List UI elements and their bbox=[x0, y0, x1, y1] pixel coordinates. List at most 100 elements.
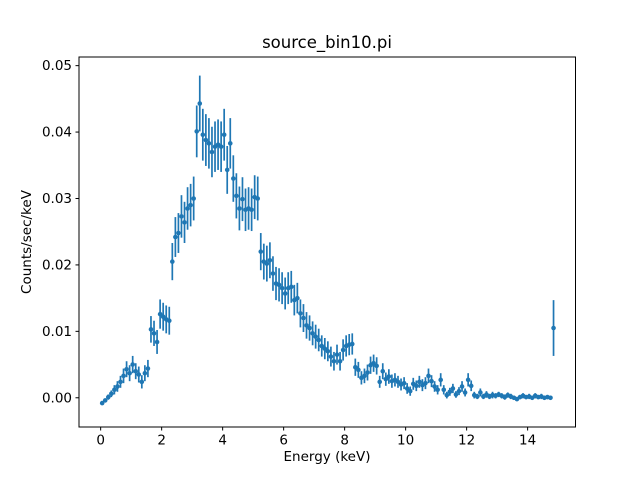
data-point-marker bbox=[307, 325, 312, 331]
data-point-marker bbox=[478, 390, 483, 395]
data-point-marker bbox=[386, 374, 392, 379]
data-point-marker bbox=[270, 271, 276, 276]
plot-area bbox=[79, 57, 576, 427]
data-point-marker bbox=[221, 132, 227, 138]
data-point-marker bbox=[426, 373, 431, 379]
data-point-marker bbox=[191, 196, 196, 201]
data-point-marker bbox=[313, 334, 318, 339]
data-point-marker bbox=[465, 377, 471, 383]
data-point-marker bbox=[121, 373, 126, 379]
data-point-marker bbox=[401, 380, 407, 386]
data-point-marker bbox=[407, 388, 413, 394]
data-point-marker bbox=[166, 318, 172, 324]
data-point-marker bbox=[224, 167, 230, 173]
data-point-marker bbox=[258, 249, 264, 254]
data-point-marker bbox=[102, 398, 108, 403]
data-point-marker bbox=[417, 379, 422, 385]
data-point-marker bbox=[197, 101, 203, 106]
data-point-marker bbox=[264, 261, 270, 266]
data-point-marker bbox=[234, 193, 239, 199]
data-point-marker bbox=[249, 207, 254, 213]
data-point-marker bbox=[130, 362, 135, 367]
chart-title: source_bin10.pi bbox=[262, 33, 392, 53]
y-axis-label: Counts/sec/keV bbox=[19, 189, 35, 294]
data-point-marker bbox=[188, 202, 193, 208]
x-tick-label: 10 bbox=[397, 433, 414, 449]
data-point-marker bbox=[447, 389, 453, 395]
data-point-marker bbox=[227, 141, 233, 146]
data-point-marker bbox=[170, 259, 175, 264]
y-tick-label: 0.02 bbox=[42, 257, 72, 273]
data-point-marker bbox=[231, 176, 236, 181]
data-point-marker bbox=[298, 311, 303, 316]
data-point-marker bbox=[331, 358, 337, 364]
data-point-marker bbox=[377, 379, 383, 385]
data-point-marker bbox=[356, 367, 361, 373]
data-point-marker bbox=[456, 388, 462, 394]
data-point-marker bbox=[276, 282, 282, 288]
data-point-marker bbox=[468, 383, 474, 389]
data-point-marker bbox=[160, 314, 166, 320]
data-point-marker bbox=[459, 384, 465, 389]
data-point-marker bbox=[444, 392, 450, 398]
data-point-marker bbox=[432, 384, 437, 389]
x-axis-label: Energy (keV) bbox=[284, 449, 371, 465]
data-point-marker bbox=[209, 149, 215, 155]
data-point-marker bbox=[316, 337, 322, 343]
data-point-marker bbox=[337, 358, 343, 364]
data-point-marker bbox=[548, 395, 553, 401]
data-point-marker bbox=[139, 379, 145, 385]
data-point-marker bbox=[173, 234, 178, 240]
data-point-marker bbox=[154, 339, 160, 345]
data-point-marker bbox=[475, 394, 480, 399]
data-point-marker bbox=[462, 390, 468, 395]
data-point-marker bbox=[404, 386, 410, 391]
y-tick-label: 0.05 bbox=[42, 58, 72, 74]
data-point-marker bbox=[441, 387, 447, 393]
x-tick-label: 6 bbox=[279, 433, 288, 449]
axis-ticks: 0 2 4 6 8 10 12 14 0.00 0.01 0.02 0.03 0.04 0.05 bbox=[42, 58, 536, 448]
x-tick-label: 0 bbox=[96, 433, 105, 449]
x-tick-label: 12 bbox=[458, 433, 475, 449]
data-point-marker bbox=[288, 284, 294, 290]
data-point-marker bbox=[127, 370, 132, 376]
x-tick-label: 8 bbox=[340, 433, 349, 449]
data-point-marker bbox=[115, 384, 120, 389]
data-point-marker bbox=[349, 341, 355, 347]
data-point-marker bbox=[136, 372, 142, 377]
data-point-marker bbox=[395, 379, 401, 385]
data-point-marker bbox=[176, 230, 181, 236]
data-point-marker bbox=[151, 331, 157, 336]
y-tick-label: 0.01 bbox=[42, 324, 72, 340]
data-point-marker bbox=[453, 392, 459, 397]
data-point-marker bbox=[148, 327, 154, 332]
data-point-marker bbox=[340, 347, 346, 353]
data-point-marker bbox=[282, 291, 288, 296]
x-tick-label: 14 bbox=[519, 433, 536, 449]
data-point-marker bbox=[203, 137, 209, 143]
data-point-marker bbox=[240, 196, 245, 202]
data-point-marker bbox=[182, 220, 187, 225]
data-point-marker bbox=[365, 370, 370, 375]
data-point-marker bbox=[109, 391, 114, 397]
data-point-marker bbox=[414, 383, 419, 389]
data-point-marker bbox=[551, 325, 556, 331]
x-tick-label: 4 bbox=[218, 433, 227, 449]
y-tick-label: 0.04 bbox=[42, 125, 72, 141]
data-point-marker bbox=[295, 295, 300, 301]
data-point-marker bbox=[423, 380, 428, 386]
data-point-marker bbox=[194, 129, 200, 134]
data-point-marker bbox=[301, 315, 306, 321]
data-point-marker bbox=[99, 400, 105, 406]
data-point-marker bbox=[157, 311, 163, 317]
data-point-marker bbox=[112, 387, 117, 393]
data-point-marker bbox=[185, 206, 190, 211]
data-point-marker bbox=[450, 386, 456, 391]
data-point-marker bbox=[304, 323, 309, 328]
data-point-marker bbox=[133, 368, 139, 374]
data-point-marker bbox=[438, 377, 444, 383]
data-point-marker bbox=[328, 354, 334, 359]
data-point-marker bbox=[374, 363, 379, 369]
